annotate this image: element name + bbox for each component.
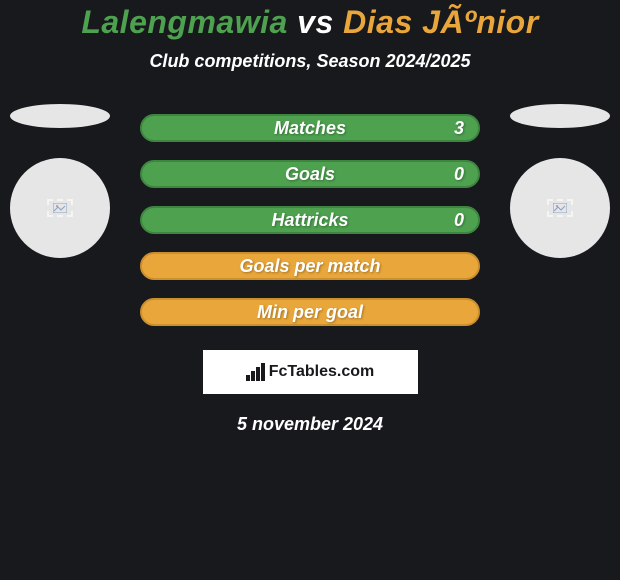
stat-bar-value: 0 <box>454 164 464 185</box>
stat-bar: Goals 0 <box>140 160 480 188</box>
player-left-ellipse <box>10 104 110 128</box>
player-right-column <box>510 104 610 258</box>
stat-bar-label: Matches <box>274 118 346 139</box>
title-vs: vs <box>297 4 334 40</box>
page-title: Lalengmawia vs Dias JÃºnior <box>0 4 620 41</box>
stat-bar-value: 3 <box>454 118 464 139</box>
content-row: Matches 3 Goals 0 Hattricks 0 Goals per match M… <box>0 114 620 326</box>
player-left-column <box>10 104 110 258</box>
stat-bar-label: Hattricks <box>271 210 348 231</box>
comparison-container: Lalengmawia vs Dias JÃºnior Club competi… <box>0 0 620 435</box>
stat-bars: Matches 3 Goals 0 Hattricks 0 Goals per match M… <box>140 114 480 326</box>
bars-icon <box>246 363 265 381</box>
image-placeholder-icon <box>47 199 73 217</box>
image-placeholder-icon <box>547 199 573 217</box>
player-right-ellipse <box>510 104 610 128</box>
stat-bar: Matches 3 <box>140 114 480 142</box>
stat-bar: Hattricks 0 <box>140 206 480 234</box>
subtitle: Club competitions, Season 2024/2025 <box>0 51 620 72</box>
player-right-badge-circle <box>510 158 610 258</box>
stat-bar-value: 0 <box>454 210 464 231</box>
stat-bar-label: Goals per match <box>239 256 380 277</box>
stat-bar-label: Min per goal <box>257 302 363 323</box>
stat-bar: Min per goal <box>140 298 480 326</box>
logo-box: FcTables.com <box>203 350 418 394</box>
stat-bar-label: Goals <box>285 164 335 185</box>
date-text: 5 november 2024 <box>0 414 620 435</box>
title-player1: Lalengmawia <box>81 4 287 40</box>
title-player2: Dias JÃºnior <box>343 4 539 40</box>
logo-text: FcTables.com <box>269 363 375 381</box>
stat-bar: Goals per match <box>140 252 480 280</box>
player-left-badge-circle <box>10 158 110 258</box>
